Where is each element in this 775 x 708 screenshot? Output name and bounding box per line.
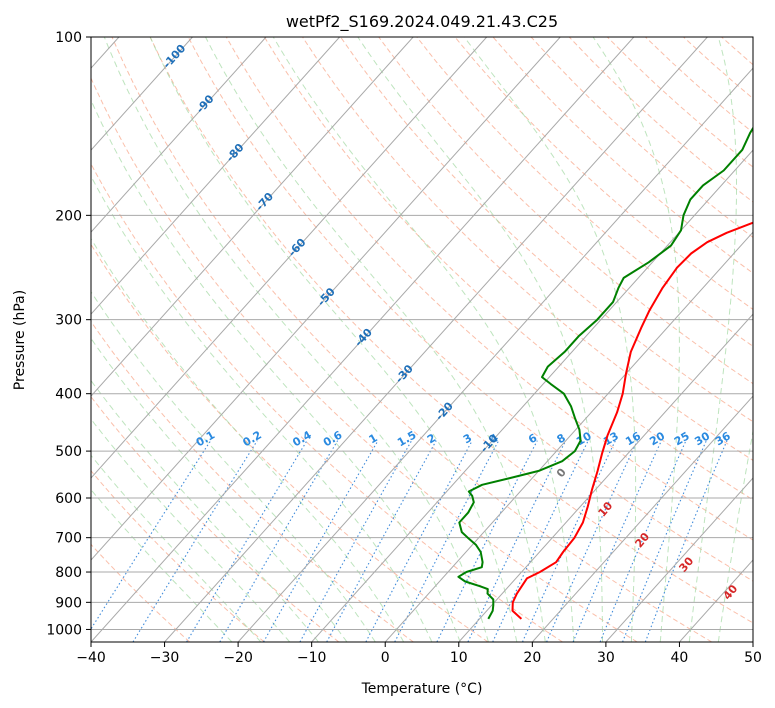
plot-frame xyxy=(90,36,754,643)
x-tick-label: 50 xyxy=(744,650,762,666)
moist-adiabat xyxy=(91,237,405,642)
moist-adiabats xyxy=(91,37,753,642)
dry-adiabat xyxy=(454,37,753,311)
mixing-ratio-line xyxy=(186,440,308,642)
y-tick-label: 1000 xyxy=(46,622,82,638)
isotherm xyxy=(605,477,753,642)
y-tick-label: 700 xyxy=(55,531,82,547)
moist-adiabat xyxy=(205,37,546,642)
x-tick-label: −10 xyxy=(297,650,327,666)
x-tick-label: 40 xyxy=(671,650,689,666)
moist-adiabat xyxy=(91,337,348,642)
dry-adiabat xyxy=(416,37,753,347)
moist-adiabat xyxy=(272,37,575,642)
x-tick-label: −20 xyxy=(223,650,253,666)
y-axis-ticks: 100 200 300 400 500 600 700 800 900 1000 xyxy=(46,30,91,638)
x-tick-label: 10 xyxy=(450,650,468,666)
dry-adiabat xyxy=(91,469,265,642)
x-axis-title: Temperature (°C) xyxy=(361,681,483,697)
moist-adiabat xyxy=(91,418,291,642)
dry-adiabat xyxy=(91,162,563,642)
dry-adiabat xyxy=(91,243,489,642)
x-tick-label: −30 xyxy=(150,650,180,666)
moist-adiabat xyxy=(91,290,376,642)
isotherm xyxy=(384,231,753,642)
x-axis-ticks: −40 −30 −20 −10 0 10 20 30 40 50 xyxy=(76,642,762,666)
moist-adiabat xyxy=(688,37,737,642)
y-tick-label: 400 xyxy=(55,387,82,403)
temperature-profile-line xyxy=(511,221,753,620)
isotherm xyxy=(91,37,414,397)
mixing-ratio-line xyxy=(599,440,687,642)
mixing-ratio-line xyxy=(263,440,379,642)
isotherm xyxy=(91,37,635,642)
chart-title: wetPf2_S169.2024.049.21.43.C25 xyxy=(286,12,558,32)
mixing-ratio-line xyxy=(299,440,413,642)
y-tick-label: 500 xyxy=(55,444,82,460)
y-tick-label: 900 xyxy=(55,595,82,611)
isotherm xyxy=(91,37,340,315)
mixing-ratio-line xyxy=(91,440,212,630)
dry-adiabat xyxy=(340,37,753,423)
isotherm xyxy=(164,37,708,642)
sounding-profiles xyxy=(457,126,753,620)
y-axis-title: Pressure (hPa) xyxy=(12,290,28,390)
moist-adiabat xyxy=(357,37,604,642)
mixing-ratio-line xyxy=(436,440,538,642)
moist-adiabat xyxy=(91,99,461,642)
isotherm xyxy=(531,395,753,642)
mixing-ratio-line xyxy=(572,440,662,642)
mixing-ratio-line xyxy=(219,440,339,642)
y-tick-label: 100 xyxy=(55,30,82,46)
x-tick-label: 30 xyxy=(597,650,615,666)
isotherm-gridlines xyxy=(91,37,753,642)
dry-adiabat xyxy=(149,37,753,624)
pressure-gridlines xyxy=(91,37,753,630)
y-tick-label: 300 xyxy=(55,313,82,329)
y-tick-label: 800 xyxy=(55,565,82,581)
y-tick-label: 200 xyxy=(55,208,82,224)
mixing-ratio-lines xyxy=(91,440,728,642)
dry-adiabat xyxy=(187,37,753,582)
plot-area: 0.1 0.2 0.4 0.6 1 1.5 2 3 4 6 8 10 13 16 20 25 30 36-100-… xyxy=(91,37,753,642)
x-tick-label: 20 xyxy=(523,650,541,666)
isotherm xyxy=(91,37,561,561)
y-tick-label: 600 xyxy=(55,491,82,507)
isotherm xyxy=(458,313,753,642)
mixing-ratio-line xyxy=(132,440,258,642)
x-tick-label: −40 xyxy=(76,650,106,666)
moist-adiabat xyxy=(91,379,319,642)
moist-adiabat xyxy=(717,428,753,642)
moist-adiabat xyxy=(592,37,680,642)
moist-adiabat xyxy=(149,37,518,642)
x-tick-label: 0 xyxy=(381,650,390,666)
mixing-ratio-line xyxy=(326,440,437,642)
isotherm xyxy=(237,67,753,642)
moist-adiabat xyxy=(91,454,262,642)
mixing-ratio-line xyxy=(546,440,638,642)
moist-adiabat xyxy=(463,37,637,642)
isotherm xyxy=(311,149,753,642)
mixing-ratio-line xyxy=(521,440,616,642)
dry-adiabat xyxy=(263,37,753,501)
dewpoint-profile-line xyxy=(457,126,753,620)
moist-adiabat xyxy=(103,37,489,642)
isotherm xyxy=(91,37,488,479)
isotherm xyxy=(91,37,267,233)
isotherm xyxy=(91,37,193,151)
